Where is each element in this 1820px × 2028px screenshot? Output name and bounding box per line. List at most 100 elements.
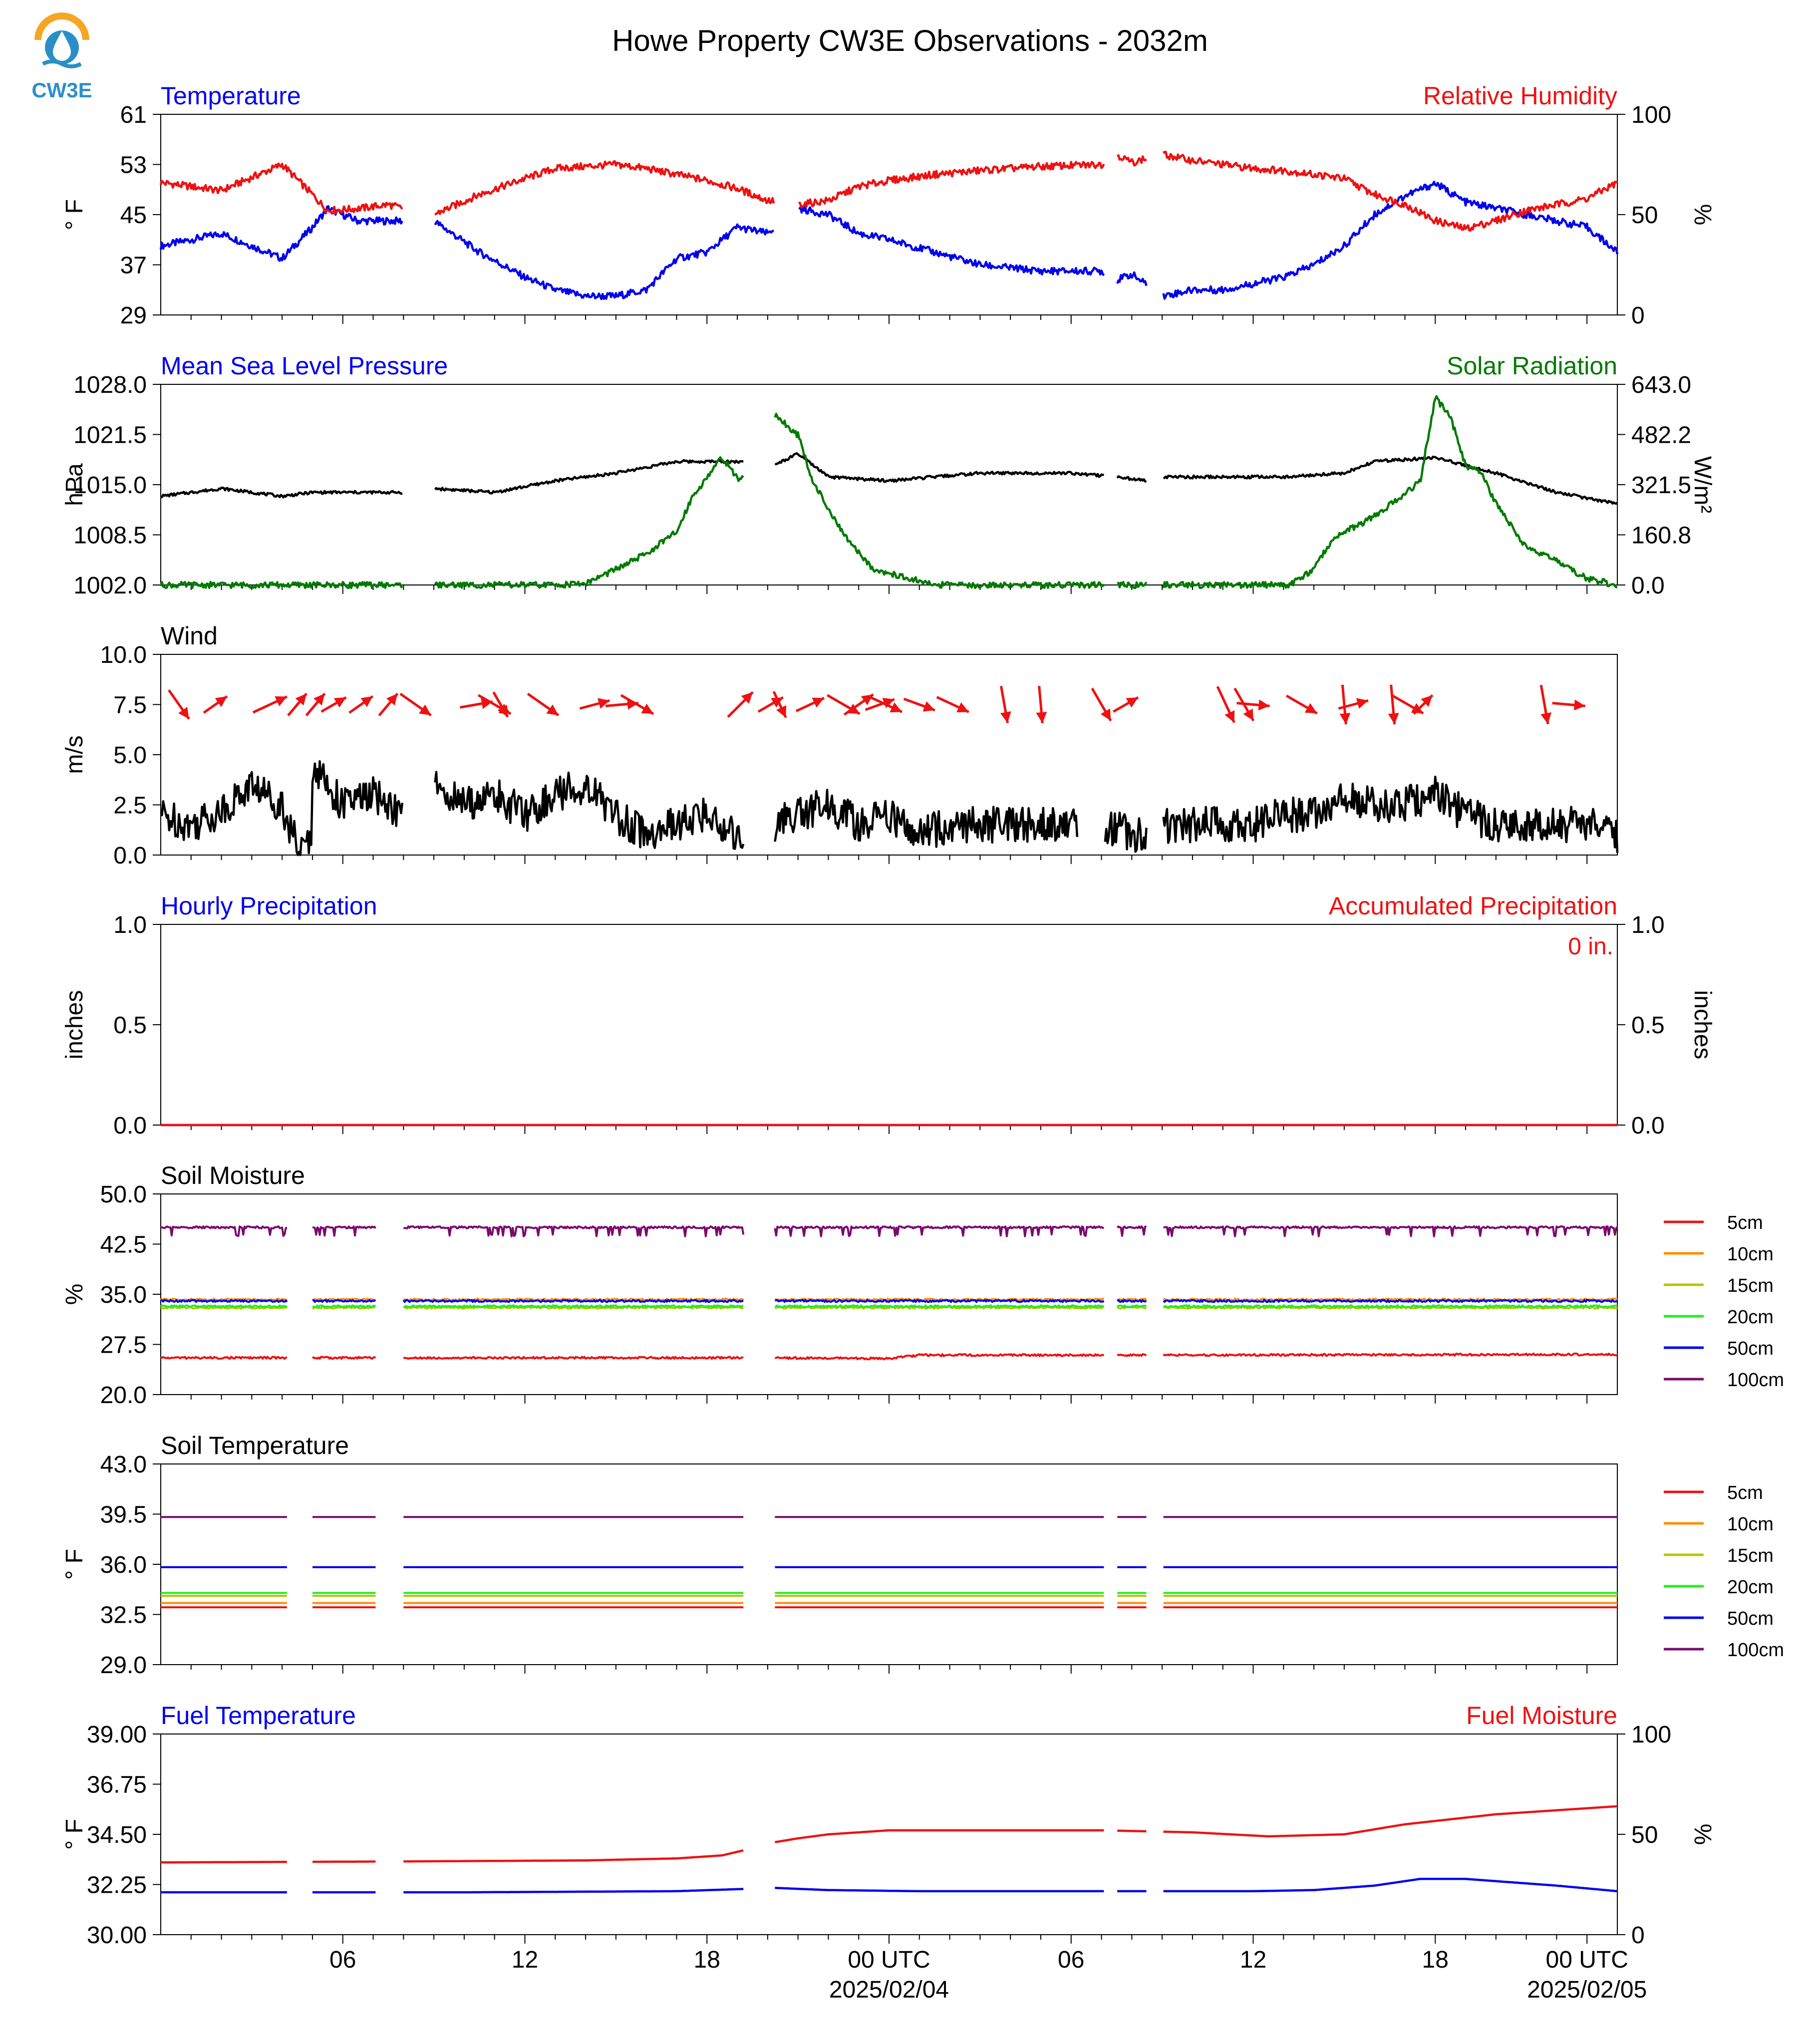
panel-title-right: Accumulated Precipitation bbox=[1329, 892, 1617, 920]
y2-tick-label: 0.0 bbox=[1631, 1113, 1665, 1139]
wind-arrow bbox=[348, 695, 374, 714]
wind-arrow bbox=[1539, 684, 1552, 725]
y2-axis-label: % bbox=[1689, 204, 1716, 226]
y2-tick-label: 50 bbox=[1631, 202, 1658, 229]
y2-tick-label: 50 bbox=[1631, 1822, 1658, 1848]
x-tick-label: 06 bbox=[329, 1947, 356, 1973]
legend-item: 10cm bbox=[1664, 1514, 1774, 1535]
y-tick-label: 0.5 bbox=[113, 1012, 147, 1039]
y-tick-label: 29.0 bbox=[100, 1652, 147, 1679]
x-date-label: 2025/02/04 bbox=[829, 1977, 949, 2003]
wind-arrow-head bbox=[419, 704, 431, 716]
wind-arrow-head bbox=[1126, 697, 1139, 708]
wind-arrow bbox=[1036, 685, 1047, 724]
y-tick-label: 53 bbox=[120, 152, 147, 179]
wind-arrow-head bbox=[776, 705, 786, 718]
wind-arrow-head bbox=[1100, 708, 1111, 721]
x-date-label: 2025/02/05 bbox=[1527, 1977, 1647, 2003]
wind-arrow bbox=[203, 695, 228, 714]
figure-title: Howe Property CW3E Observations - 2032m bbox=[612, 24, 1208, 57]
x-tick-label: 18 bbox=[1422, 1947, 1449, 1973]
legend-label: 5cm bbox=[1727, 1482, 1763, 1503]
wind-arrow bbox=[795, 697, 825, 712]
y-tick-label: 42.5 bbox=[100, 1232, 147, 1258]
logo-text: CW3E bbox=[31, 78, 92, 102]
wind-arrow bbox=[378, 692, 399, 717]
wind-arrow bbox=[936, 696, 969, 713]
panel-title-left: Hourly Precipitation bbox=[161, 892, 377, 920]
wind-arrow bbox=[1113, 696, 1139, 713]
wind-arrow bbox=[305, 692, 326, 717]
wind-arrow bbox=[772, 691, 787, 718]
legend-item: 50cm bbox=[1664, 1338, 1774, 1359]
y-tick-label: 1008.5 bbox=[73, 523, 147, 549]
cw3e-logo: CW3E bbox=[31, 12, 92, 102]
y2-tick-label: 482.2 bbox=[1631, 422, 1691, 449]
panel-fuel: Fuel Temperature Fuel Moisture 39.00 36.75 3… bbox=[61, 1702, 1716, 1949]
legend-label: 20cm bbox=[1727, 1577, 1774, 1598]
wind-arrow bbox=[605, 698, 639, 710]
panel-title-left: Wind bbox=[161, 622, 218, 650]
wind-arrow bbox=[1236, 699, 1270, 711]
y-tick-label: 36.0 bbox=[100, 1552, 147, 1578]
panel-title-right: Relative Humidity bbox=[1423, 82, 1617, 110]
y-tick-label: 43.0 bbox=[100, 1451, 147, 1478]
y2-tick-label: 100 bbox=[1631, 102, 1671, 128]
y-tick-label: 2.5 bbox=[113, 793, 147, 819]
legend-label: 15cm bbox=[1727, 1545, 1774, 1566]
panel-title-left: Mean Sea Level Pressure bbox=[161, 352, 448, 380]
wind-arrow bbox=[1216, 686, 1235, 723]
wind-arrow bbox=[1285, 694, 1318, 715]
wind-arrow bbox=[252, 695, 288, 714]
wind-arrow bbox=[620, 694, 654, 715]
wind-arrow bbox=[527, 692, 560, 717]
panel-title-left: Fuel Temperature bbox=[161, 1702, 356, 1730]
wind-arrow-head bbox=[741, 692, 753, 704]
legend-label: 50cm bbox=[1727, 1608, 1774, 1629]
wind-arrow-head bbox=[890, 702, 902, 713]
wind-arrow-head bbox=[1411, 703, 1424, 714]
wind-arrow bbox=[903, 697, 935, 712]
wind-arrow bbox=[579, 698, 610, 710]
panel-precip: Hourly Precipitation Accumulated Precipit… bbox=[61, 892, 1716, 1139]
panel-title-left: Temperature bbox=[161, 82, 301, 110]
series-line-wind-speed bbox=[160, 760, 1619, 857]
x-tick-label: 00 UTC bbox=[1546, 1947, 1628, 1973]
y2-tick-label: 0 bbox=[1631, 302, 1645, 329]
wind-arrow-head bbox=[771, 697, 783, 708]
y2-axis-label: inches bbox=[1689, 990, 1716, 1060]
y2-axis-label: W/m² bbox=[1689, 456, 1716, 514]
y-tick-label: 35.0 bbox=[100, 1282, 147, 1308]
y-tick-label: 0.0 bbox=[113, 1113, 147, 1139]
series-line-fuel-moisture bbox=[161, 1805, 1618, 1864]
legend-item: 100cm bbox=[1664, 1640, 1784, 1661]
wind-arrow bbox=[869, 696, 903, 713]
legend-label: 100cm bbox=[1727, 1370, 1784, 1391]
panel-temp_rh: Temperature Relative Humidity 61 53 45 37 29 10… bbox=[61, 82, 1716, 329]
y-axis-label: hPa bbox=[61, 463, 88, 506]
wind-arrow bbox=[757, 696, 784, 713]
wind-arrow bbox=[1552, 699, 1585, 711]
panel-title-left: Soil Moisture bbox=[161, 1161, 305, 1189]
wind-arrow-head bbox=[215, 696, 227, 707]
panel-pressure_solar: Mean Sea Level Pressure Solar Radiation 10… bbox=[61, 352, 1716, 599]
y-tick-label: 1.0 bbox=[113, 912, 147, 938]
series-line-20cm bbox=[160, 1304, 1618, 1309]
legend-label: 10cm bbox=[1727, 1514, 1774, 1535]
series-line-100cm bbox=[161, 1225, 1618, 1237]
plot-frame bbox=[160, 654, 1618, 856]
wind-arrow-head bbox=[1000, 711, 1011, 723]
wind-arrow-head bbox=[497, 704, 508, 717]
series-line-50cm bbox=[160, 1299, 1618, 1303]
x-tick-label: 06 bbox=[1058, 1947, 1084, 1973]
y-tick-label: 27.5 bbox=[100, 1332, 147, 1359]
panel-wind: Wind 10.0 7.5 5.0 2.5 0.0 m/s bbox=[61, 622, 1619, 869]
y2-tick-label: 160.8 bbox=[1631, 523, 1691, 549]
series-line-temperature bbox=[159, 181, 1619, 300]
series-line-mean-sea-level-pressure bbox=[160, 452, 1618, 505]
wind-arrow-head bbox=[922, 701, 935, 712]
plot-frame bbox=[160, 114, 1618, 315]
y-tick-label: 1015.0 bbox=[73, 472, 147, 499]
wind-arrow-head bbox=[1224, 710, 1235, 723]
wind-arrow bbox=[287, 692, 307, 717]
